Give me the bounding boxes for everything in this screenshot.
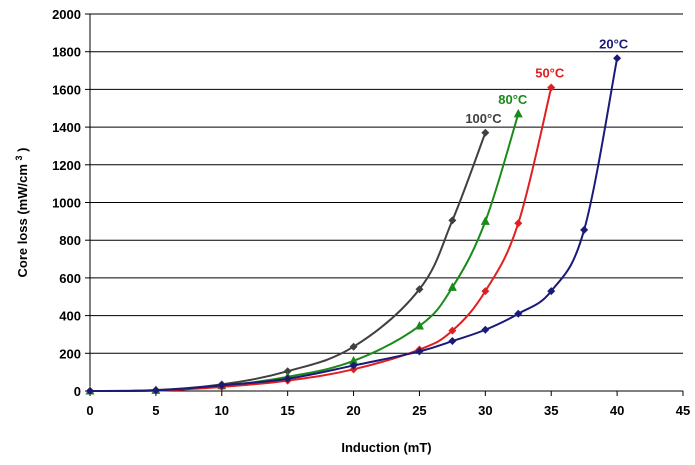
y-axis-title-superscript: 3 — [14, 155, 24, 160]
series-line — [89, 58, 619, 393]
data-point-diamond — [514, 309, 523, 318]
y-tick-label: 200 — [59, 346, 81, 361]
data-point-diamond — [283, 374, 292, 383]
data-point-triangle — [349, 355, 359, 365]
data-point-diamond — [349, 361, 358, 370]
y-tick-label: 400 — [59, 309, 81, 324]
series-label: 50°C — [535, 66, 565, 81]
y-axis-title-main: Core loss (mW/cm — [15, 164, 30, 277]
y-tick-label: 1000 — [52, 196, 81, 211]
data-point-diamond — [217, 381, 226, 390]
data-point-triangle — [414, 320, 424, 330]
data-point-diamond — [547, 83, 556, 92]
x-tick-label: 10 — [215, 403, 229, 418]
data-point-triangle — [480, 216, 490, 225]
series-layer — [85, 54, 622, 395]
data-point-diamond — [481, 128, 490, 137]
data-point-diamond — [151, 386, 160, 395]
x-tick-label: 20 — [346, 403, 360, 418]
y-axis-ticks: 0 200 400 600 800 1000 1200 1400 1600 1800 2000 — [52, 7, 90, 399]
x-tick-label: 40 — [610, 403, 624, 418]
x-tick-label: 25 — [412, 403, 426, 418]
data-point-diamond — [514, 219, 523, 228]
y-tick-label: 1400 — [52, 120, 81, 135]
x-axis-title: Induction (mT) — [341, 440, 431, 455]
series-label: 80°C — [498, 92, 528, 107]
y-tick-label: 0 — [74, 384, 81, 399]
y-tick-label: 1200 — [52, 158, 81, 173]
x-tick-label: 45 — [676, 403, 690, 418]
data-point-triangle — [447, 282, 457, 291]
data-point-triangle — [513, 108, 523, 118]
x-tick-label: 0 — [86, 403, 93, 418]
y-tick-label: 800 — [59, 233, 81, 248]
x-tick-label: 15 — [280, 403, 294, 418]
x-tick-label: 5 — [152, 403, 159, 418]
data-point-diamond — [448, 337, 457, 346]
y-tick-label: 2000 — [52, 7, 81, 22]
data-point-diamond — [580, 225, 589, 234]
y-tick-label: 1600 — [52, 82, 81, 97]
data-point-diamond — [283, 367, 292, 376]
x-tick-label: 35 — [544, 403, 558, 418]
data-point-diamond — [349, 342, 358, 351]
y-axis-title-suffix: ) — [15, 147, 30, 151]
y-tick-label: 1800 — [52, 45, 81, 60]
series-100Cc — [86, 128, 490, 395]
data-point-diamond — [448, 216, 457, 225]
data-point-diamond — [415, 347, 424, 356]
x-tick-label: 30 — [478, 403, 492, 418]
data-point-diamond — [448, 326, 457, 335]
y-axis-title: Core loss (mW/cm 3 ) — [14, 147, 30, 277]
series-20Cc — [86, 54, 622, 395]
series-label: 20°C — [599, 36, 629, 51]
data-point-diamond — [86, 387, 94, 395]
series-line — [89, 132, 487, 392]
y-tick-label: 600 — [59, 271, 81, 286]
x-axis-ticks: 0 5 10 15 20 25 30 35 40 45 — [86, 391, 690, 418]
grid-lines — [90, 13, 683, 354]
data-point-diamond — [613, 54, 622, 63]
data-point-diamond — [547, 287, 556, 296]
data-point-diamond — [481, 287, 490, 296]
data-point-diamond — [415, 285, 424, 294]
series-labels: 100°C 80°C 50°C 20°C — [465, 36, 628, 125]
series-label: 100°C — [465, 111, 502, 126]
series-80Cc — [85, 108, 523, 395]
series-line — [89, 113, 520, 393]
data-point-diamond — [481, 325, 490, 334]
